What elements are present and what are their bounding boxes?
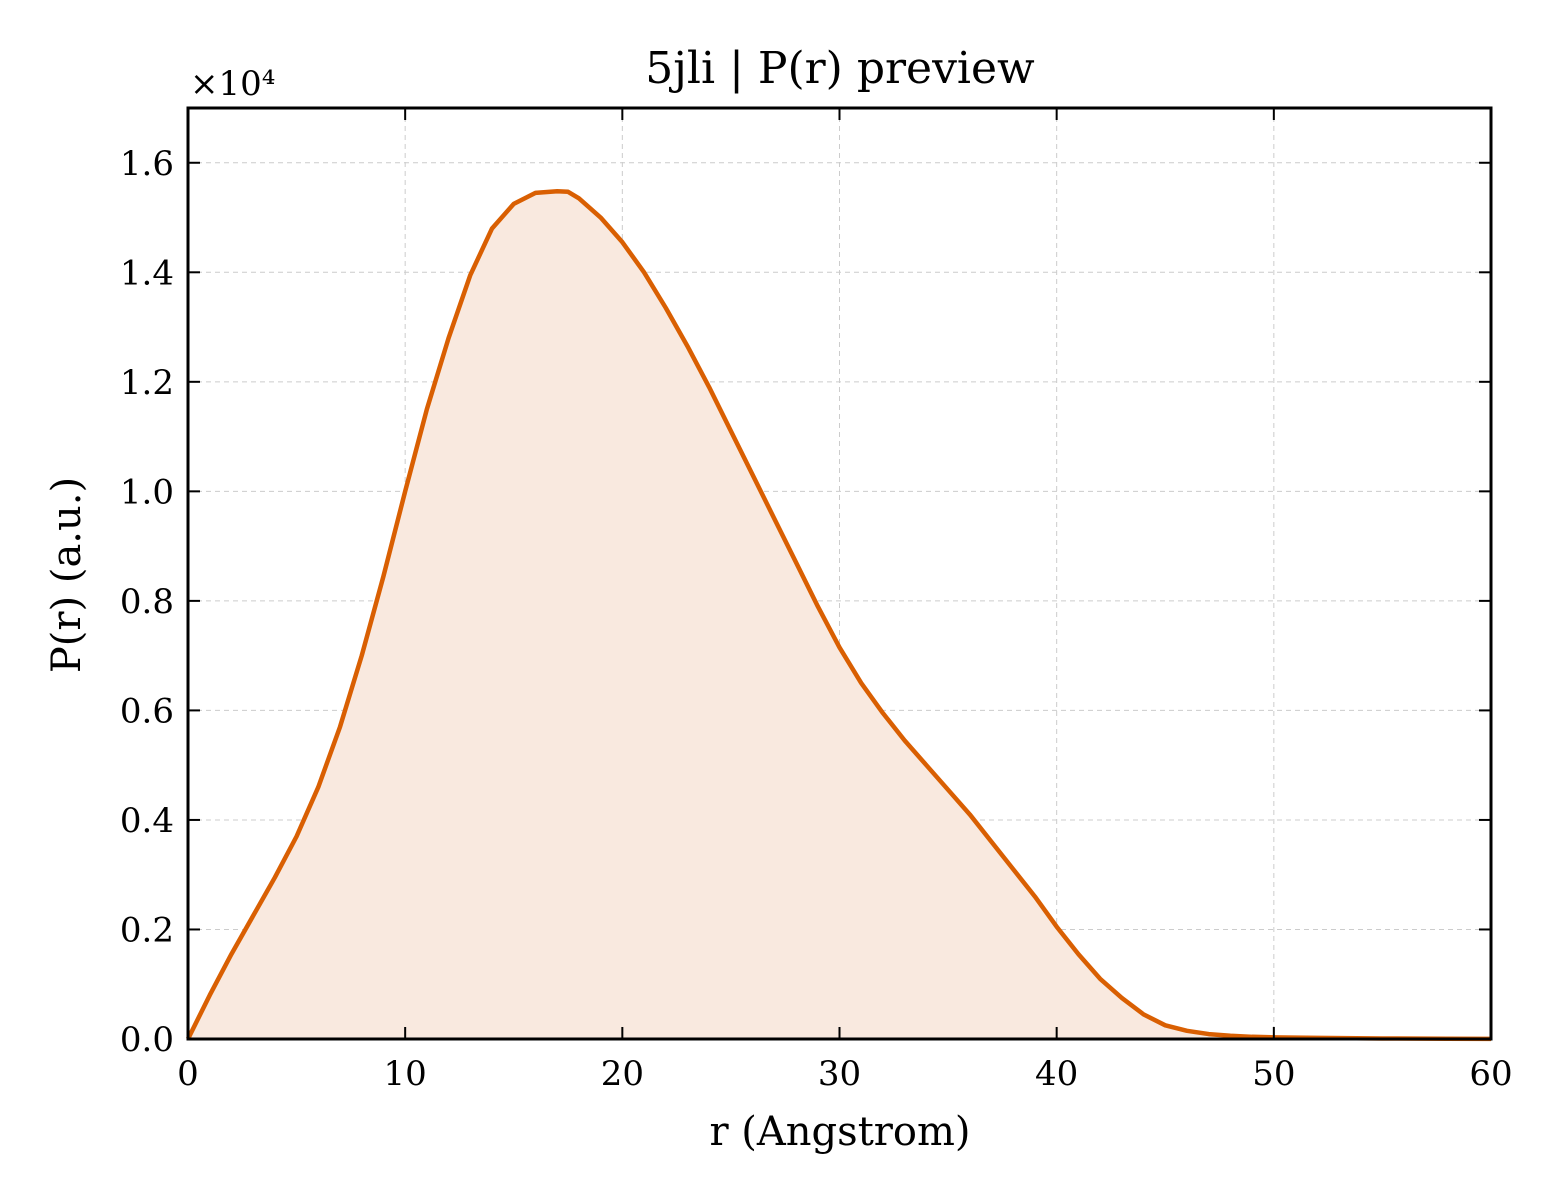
- y-tick-label: 1.0: [120, 472, 174, 512]
- y-tick-label: 0.2: [120, 910, 174, 950]
- series-line: [185, 188, 1492, 1042]
- plot-frame: [186, 106, 1493, 1041]
- x-tick-label: 40: [1035, 1054, 1078, 1094]
- y-tick-label: 1.2: [120, 363, 174, 403]
- x-tick-label: 60: [1469, 1054, 1512, 1094]
- x-tick-label: 50: [1252, 1054, 1295, 1094]
- x-tick-label: 0: [177, 1054, 199, 1094]
- y-tick-label: 0.6: [120, 691, 174, 731]
- y-tick-label: 1.4: [120, 253, 174, 293]
- x-axis-label: r (Angstrom): [709, 1109, 970, 1155]
- x-tick-label: 30: [818, 1054, 861, 1094]
- x-tick-label: 10: [384, 1054, 427, 1094]
- y-tick-label: 0.8: [120, 582, 174, 622]
- y-tick-label: 0.4: [120, 801, 174, 841]
- chart-title: 5jli | P(r) preview: [645, 43, 1035, 94]
- y-scale-label: ×10⁴: [190, 64, 275, 104]
- y-axis-label: P(r) (a.u.): [44, 477, 90, 673]
- ticks: 0 10 20 30 40 50 60 0.0 0.2 0.4 0.6 0.8 1.0 1.2 1.4 1.6: [120, 108, 1513, 1094]
- x-tick-label: 20: [601, 1054, 644, 1094]
- area-fill: [188, 191, 1491, 1040]
- y-tick-label: 1.6: [120, 144, 174, 184]
- y-tick-label: 0.0: [120, 1020, 174, 1060]
